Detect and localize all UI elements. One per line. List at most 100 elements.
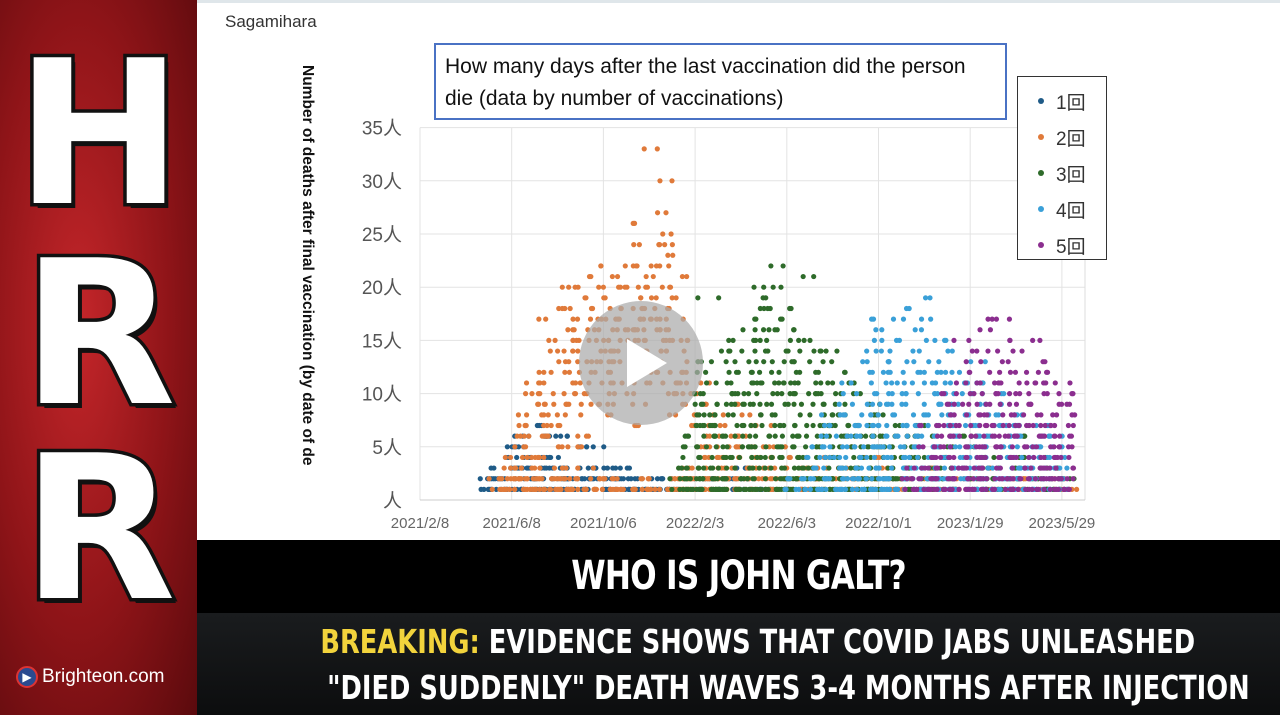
data-point xyxy=(956,369,963,375)
data-point xyxy=(759,380,765,386)
data-point xyxy=(900,369,906,375)
data-point xyxy=(823,348,829,354)
data-point xyxy=(807,412,813,418)
data-point xyxy=(507,454,514,461)
logo-text: Brighteon.com xyxy=(42,666,165,687)
data-point xyxy=(750,486,756,492)
data-point xyxy=(853,391,860,397)
data-point xyxy=(747,412,753,418)
data-point xyxy=(916,348,922,354)
data-point xyxy=(1025,476,1031,482)
data-point xyxy=(1070,476,1076,482)
data-point xyxy=(864,401,870,407)
data-point xyxy=(776,369,782,375)
data-point xyxy=(712,433,718,439)
data-point xyxy=(741,401,747,407)
play-button[interactable] xyxy=(579,301,703,425)
data-point xyxy=(702,454,708,461)
data-point xyxy=(890,316,897,322)
data-point xyxy=(582,476,588,482)
data-point xyxy=(752,422,758,429)
data-point xyxy=(715,465,722,471)
data-point xyxy=(900,316,907,322)
data-point xyxy=(660,476,666,482)
data-point xyxy=(626,465,633,471)
data-point xyxy=(1024,380,1030,386)
data-point xyxy=(536,369,542,375)
data-point xyxy=(521,433,527,439)
data-point xyxy=(938,433,945,439)
data-point xyxy=(617,465,623,471)
data-point xyxy=(1038,412,1044,418)
data-point xyxy=(1005,359,1011,365)
data-point xyxy=(795,433,801,439)
data-point xyxy=(720,444,726,450)
data-point xyxy=(974,401,980,407)
data-point xyxy=(604,465,611,471)
data-point xyxy=(712,412,718,418)
data-point xyxy=(561,391,567,397)
data-point xyxy=(751,284,757,290)
data-point xyxy=(846,422,852,429)
data-point xyxy=(947,486,953,492)
data-point xyxy=(1006,422,1012,429)
data-point xyxy=(932,337,938,343)
data-point xyxy=(969,348,975,354)
data-point xyxy=(820,401,826,407)
data-point xyxy=(739,422,745,429)
data-point xyxy=(1023,486,1029,492)
data-point xyxy=(803,433,810,439)
legend-label: 2回 xyxy=(1056,128,1086,150)
data-point xyxy=(622,263,628,269)
data-point xyxy=(781,476,787,482)
data-point xyxy=(744,476,750,482)
data-point xyxy=(875,412,881,418)
breaking-banner: BREAKING: EVIDENCE SHOWS THAT COVID JABS… xyxy=(197,613,1280,715)
data-point xyxy=(813,369,819,375)
data-point xyxy=(566,401,572,407)
brighteon-logo[interactable]: ▶ Brighteon.com xyxy=(16,666,165,688)
data-point xyxy=(942,369,949,375)
data-point xyxy=(726,337,732,343)
data-point xyxy=(695,444,701,450)
data-point xyxy=(779,433,786,439)
data-point xyxy=(665,252,671,258)
data-point xyxy=(968,433,974,439)
data-point xyxy=(515,412,522,418)
legend-item: 3回 xyxy=(1038,155,1106,191)
data-point xyxy=(854,465,860,471)
data-point xyxy=(938,369,944,375)
data-point xyxy=(1019,348,1025,354)
data-point xyxy=(536,316,542,322)
data-point xyxy=(916,476,922,482)
data-point xyxy=(707,412,713,418)
data-point xyxy=(477,476,483,482)
data-point xyxy=(1024,444,1030,450)
data-point xyxy=(481,486,487,492)
data-point xyxy=(1013,454,1019,461)
data-point xyxy=(946,454,952,461)
data-point xyxy=(996,433,1002,439)
data-point xyxy=(1064,465,1070,471)
data-point xyxy=(1009,444,1015,450)
data-point xyxy=(925,422,931,429)
legend-marker xyxy=(1038,134,1044,140)
data-point xyxy=(1015,486,1021,492)
data-point xyxy=(791,422,798,429)
data-point xyxy=(635,284,641,290)
chart-title: How many days after the last vaccination… xyxy=(434,43,1007,120)
scatter-plot: 人 5人 10人 15人 20人 25人 30人 35人 2021/2/8 2021/6/8 202… xyxy=(362,118,1095,532)
data-point xyxy=(779,391,785,397)
data-point xyxy=(982,454,988,461)
data-point xyxy=(962,422,969,429)
data-point xyxy=(753,359,759,365)
data-point xyxy=(567,476,573,482)
data-point xyxy=(716,454,722,461)
data-point xyxy=(1007,454,1014,461)
data-point xyxy=(977,412,984,418)
data-point xyxy=(694,412,700,418)
data-point xyxy=(864,454,870,461)
data-point xyxy=(910,348,916,354)
data-point xyxy=(551,401,557,407)
data-point xyxy=(541,454,547,461)
